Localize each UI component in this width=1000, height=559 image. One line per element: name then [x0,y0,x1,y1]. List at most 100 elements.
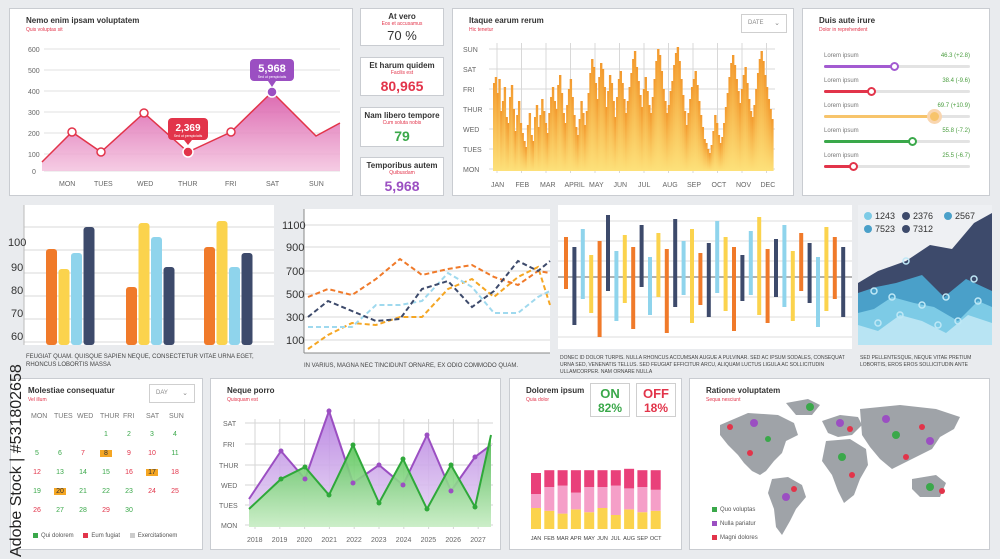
calendar-day[interactable]: 28 [79,507,87,514]
off-label: OFF [643,386,669,401]
calendar-day[interactable]: 4 [173,431,177,438]
slider-handle[interactable] [890,62,900,71]
bar-segment [544,510,555,529]
diverging-bar-panel: Donec id dolor turpis. Nulla rhoncus acc… [558,205,852,377]
calendar-day[interactable]: 5 [35,450,39,457]
bar [614,251,619,277]
calendar-day[interactable]: 21 [79,488,87,495]
area-spike [653,79,656,171]
slider-handle[interactable] [866,87,876,96]
xtick: APR [570,536,581,542]
area-spike [648,105,651,171]
map-marker[interactable] [806,403,814,411]
map-marker[interactable] [892,431,900,439]
slider-track[interactable] [824,137,970,146]
map-marker[interactable] [939,488,945,494]
slider-handle[interactable] [929,112,939,121]
bar-segment [557,470,568,486]
slider-handle[interactable] [849,162,859,171]
slider-fill [824,90,871,93]
map-marker[interactable] [838,453,846,461]
data-point-highlight[interactable] [266,86,278,98]
area-spike [655,61,658,171]
area-spike [764,75,767,171]
calendar-day[interactable]: 1 [104,431,108,438]
map-marker[interactable] [882,415,890,423]
slider-track[interactable] [824,87,970,96]
bar [715,277,720,293]
calendar-day[interactable]: 27 [56,507,64,514]
calendar-day[interactable]: 7 [81,450,85,457]
calendar-day[interactable]: 26 [33,507,41,514]
map-marker[interactable] [765,436,771,442]
calendar-day[interactable]: 8 [100,450,112,457]
svg-text:2,369: 2,369 [175,123,200,134]
calendar-day[interactable]: 6 [58,450,62,457]
calendar-day[interactable]: 9 [127,450,131,457]
calendar-day[interactable]: 23 [125,488,133,495]
panel-subtitle: Vel illum [28,397,47,403]
on-toggle[interactable]: ON 82% [590,383,630,417]
area-spike [753,105,756,171]
area-spike [535,105,539,171]
calendar-day[interactable]: 11 [171,450,179,457]
bar [841,277,846,317]
calendar-day[interactable]: 14 [79,469,87,476]
off-toggle[interactable]: OFF 18% [636,383,676,417]
map-marker[interactable] [750,419,758,427]
calendar-day[interactable]: 16 [125,469,133,476]
map-marker[interactable] [782,493,790,501]
area-spike [534,117,537,171]
layered-area-chart: 1243 2376 2567 7523 7312 [858,205,992,345]
map-marker[interactable] [926,437,934,445]
calendar-day[interactable]: 25 [171,488,179,495]
map-marker[interactable] [926,483,934,491]
calendar-day[interactable]: 30 [125,507,133,514]
map-marker[interactable] [849,472,855,478]
slider-track[interactable] [824,112,970,121]
date-select[interactable]: DATE ⌄ [741,14,787,33]
area-spike [621,83,624,171]
ytick: 400 [28,89,40,96]
legend-label: Qui dolorem [41,533,74,540]
calendar-day[interactable]: 13 [56,469,64,476]
map-marker[interactable] [727,424,733,430]
calendar-day[interactable]: 24 [148,488,156,495]
day-select[interactable]: DAY ⌄ [149,384,195,403]
panel-title: Molestiae consequatur [28,386,115,395]
calendar-day[interactable]: 2 [127,431,131,438]
calendar-day[interactable]: 10 [148,450,156,457]
area-spike [605,107,608,171]
map-marker[interactable] [836,419,844,427]
bar [740,277,745,301]
bar-segment [597,470,608,487]
calendar-day[interactable]: 29 [102,507,110,514]
weekly-line-panel: Nemo enim ipsam voluptatem Quis voluptas… [9,8,353,196]
calendar-day[interactable]: 18 [171,469,179,476]
map-marker[interactable] [903,454,909,460]
calendar-day[interactable]: 19 [33,488,41,495]
data-point-highlight[interactable] [182,146,194,158]
callout-2369: 2,369 Sed ut perspiciatis [168,118,208,145]
area-spike [583,125,587,171]
calendar-day[interactable]: 20 [54,488,66,495]
slider-track[interactable] [824,62,970,71]
map-marker[interactable] [747,450,753,456]
slider-handle[interactable] [907,137,917,146]
map-marker[interactable] [791,486,797,492]
stat-value: 79 [394,128,410,144]
stat-title: Temporibus autem [366,161,438,170]
bar-segment [637,470,648,487]
area-spike [525,147,528,171]
bar [664,277,669,333]
calendar-day[interactable]: 17 [146,469,158,476]
calendar-day[interactable]: 15 [102,469,110,476]
slider-track[interactable] [824,162,970,171]
calendar-day[interactable]: 3 [150,431,154,438]
area-spike [696,85,699,171]
calendar-day[interactable]: 22 [102,488,110,495]
map-marker[interactable] [919,424,925,430]
bar [614,277,619,321]
map-marker[interactable] [847,426,853,432]
calendar-day[interactable]: 12 [33,469,41,476]
